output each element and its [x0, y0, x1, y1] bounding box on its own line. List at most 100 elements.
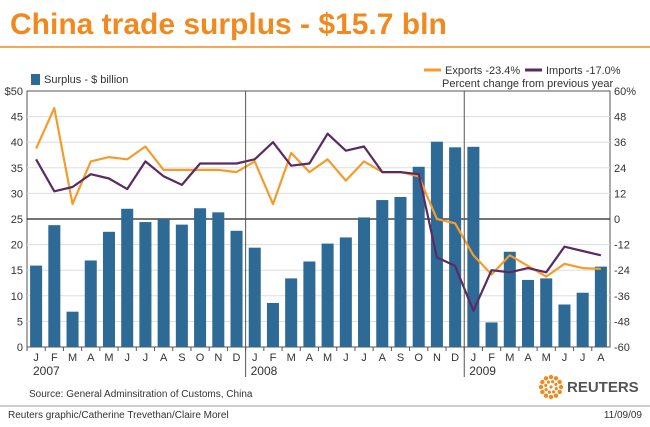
right-axis-tick-label: -12 [614, 240, 630, 252]
month-tick-label: J [252, 352, 258, 364]
month-tick-label: J [124, 352, 130, 364]
month-tick-label: A [87, 352, 95, 364]
legend-imports-label: Imports -17.0% [546, 65, 621, 77]
legend: Surplus - $ billion Exports -23.4% Impor… [31, 65, 621, 90]
right-axis-tick-label: 60% [614, 86, 636, 98]
left-axis-tick-label: 40 [11, 137, 23, 149]
left-axis-tick-label: 20 [11, 240, 23, 252]
surplus-bar [449, 147, 462, 347]
surplus-bar [121, 208, 134, 347]
month-tick-label: F [270, 352, 277, 364]
surplus-bar [230, 230, 243, 347]
logo-dot [551, 390, 556, 394]
logo-dot [540, 379, 545, 385]
surplus-bar [248, 247, 261, 347]
reuters-wordmark: REUTERS [567, 379, 639, 396]
date-text: 11/09/09 [604, 410, 643, 421]
logo-dot [557, 389, 562, 395]
chart-title: China trade surplus - $15.7 bln [10, 8, 447, 41]
left-axis-tick-label: 0 [17, 342, 23, 354]
month-tick-label: F [488, 352, 495, 364]
year-label: 2008 [251, 364, 278, 378]
logo-dot [554, 382, 558, 387]
year-label: 2007 [33, 364, 60, 378]
month-tick-label: J [471, 352, 477, 364]
month-tick-label: M [104, 352, 113, 364]
surplus-bar [576, 292, 589, 347]
year-label: 2009 [469, 364, 496, 378]
surplus-bar [522, 279, 535, 347]
right-axis-tick-label: -48 [614, 316, 630, 328]
legend-exports-label: Exports -23.4% [445, 65, 520, 77]
logo-dot [548, 394, 554, 400]
month-tick-label: M [287, 352, 296, 364]
logo-dot [544, 383, 548, 387]
surplus-bar [321, 243, 334, 347]
month-tick-label: A [524, 352, 532, 364]
month-tick-label: J [143, 352, 149, 364]
surplus-bar [175, 224, 188, 347]
surplus-bar [558, 304, 571, 347]
lines-layer [35, 106, 602, 312]
logo-dot [553, 393, 559, 398]
logo-dot [547, 390, 551, 394]
surplus-bar [467, 146, 480, 347]
month-tick-label: O [196, 352, 205, 364]
surplus-bar [285, 278, 298, 347]
right-axis-tick-label: -60 [614, 342, 630, 354]
surplus-bar [157, 219, 170, 347]
reuters-logo-icon [538, 374, 564, 400]
axis-layer: $50 45 40 35 30 25 20 15 10 5 0 60% 48 36 24 12 0 -12 -24 -… [5, 86, 637, 378]
surplus-bar [66, 311, 79, 347]
month-tick-label: A [306, 352, 314, 364]
month-tick-label: J [580, 352, 586, 364]
surplus-bar [212, 212, 225, 347]
logo-dot [554, 387, 558, 391]
left-axis-tick-label: 45 [11, 112, 23, 124]
month-tick-label: D [451, 352, 459, 364]
logo-dot [558, 384, 564, 390]
legend-pct-note: Percent change from previous year [442, 78, 614, 90]
right-axis-tick-label: 48 [614, 112, 626, 124]
left-axis-tick-label: 30 [11, 188, 23, 200]
surplus-bar [194, 208, 207, 347]
logo-dot [543, 376, 549, 381]
right-axis-tick-label: 0 [614, 214, 620, 226]
logo-dot [540, 389, 545, 395]
month-tick-label: A [597, 352, 605, 364]
surplus-bar [412, 166, 425, 347]
imports-line [35, 132, 602, 312]
logo-dot [544, 387, 548, 392]
legend-bar-swatch [31, 74, 40, 85]
surplus-bar [394, 196, 407, 347]
month-tick-label: M [505, 352, 514, 364]
surplus-bar [503, 251, 516, 347]
left-axis-tick-label: $50 [5, 86, 23, 98]
exports-line [35, 106, 601, 278]
surplus-bar [102, 231, 115, 347]
logo-dot [549, 385, 553, 389]
surplus-bar [485, 322, 498, 347]
surplus-bar [430, 141, 443, 347]
left-axis-tick-label: 25 [11, 214, 23, 226]
reuters-logo: REUTERS [538, 374, 639, 400]
bars-layer [30, 141, 607, 347]
month-tick-label: S [397, 352, 404, 364]
logo-dot [546, 380, 551, 384]
right-axis-tick-label: -36 [614, 291, 630, 303]
credit-text: Reuters graphic/Catherine Trevethan/Clai… [8, 410, 229, 421]
surplus-bar [339, 237, 352, 347]
month-tick-label: D [233, 352, 241, 364]
month-tick-label: F [51, 352, 58, 364]
month-tick-label: J [343, 352, 349, 364]
left-axis-tick-label: 5 [17, 316, 23, 328]
month-tick-label: J [33, 352, 39, 364]
month-tick-label: J [562, 352, 568, 364]
surplus-bar [303, 261, 316, 347]
month-tick-label: M [542, 352, 551, 364]
left-axis-tick-label: 35 [11, 163, 23, 175]
month-tick-label: M [323, 352, 332, 364]
right-axis-tick-label: 12 [614, 188, 626, 200]
